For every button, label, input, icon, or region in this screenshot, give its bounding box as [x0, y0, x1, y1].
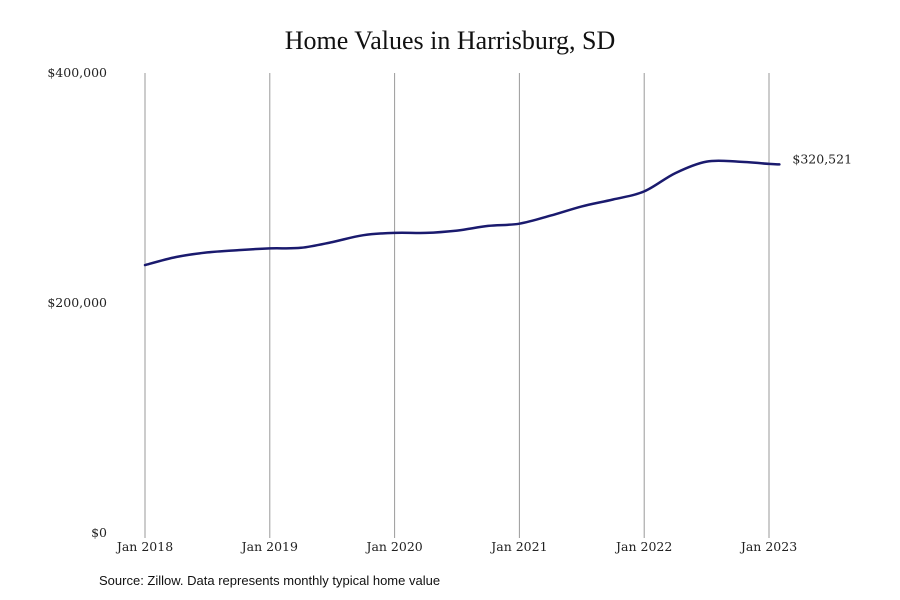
- x-axis-ticks: Jan 2018 Jan 2019 Jan 2020 Jan 2021 Jan 2022…: [115, 539, 797, 554]
- y-axis-ticks: $0 $200,000 $400,000: [47, 65, 107, 540]
- y-tick-label: $0: [91, 525, 107, 540]
- source-note: Source: Zillow. Data represents monthly …: [99, 573, 441, 588]
- end-value-label: $320,521: [792, 151, 852, 166]
- y-tick-label: $400,000: [47, 65, 107, 80]
- chart-title: Home Values in Harrisburg, SD: [284, 26, 616, 55]
- x-tick-label: Jan 2022: [614, 539, 672, 554]
- x-tick-label: Jan 2023: [739, 539, 797, 554]
- x-tick-label: Jan 2021: [489, 539, 547, 554]
- series-line: [143, 159, 781, 267]
- x-tick-label: Jan 2018: [115, 539, 173, 554]
- gridlines: [144, 73, 770, 538]
- y-tick-label: $200,000: [47, 295, 107, 310]
- x-tick-label: Jan 2020: [364, 539, 422, 554]
- x-tick-label: Jan 2019: [240, 539, 298, 554]
